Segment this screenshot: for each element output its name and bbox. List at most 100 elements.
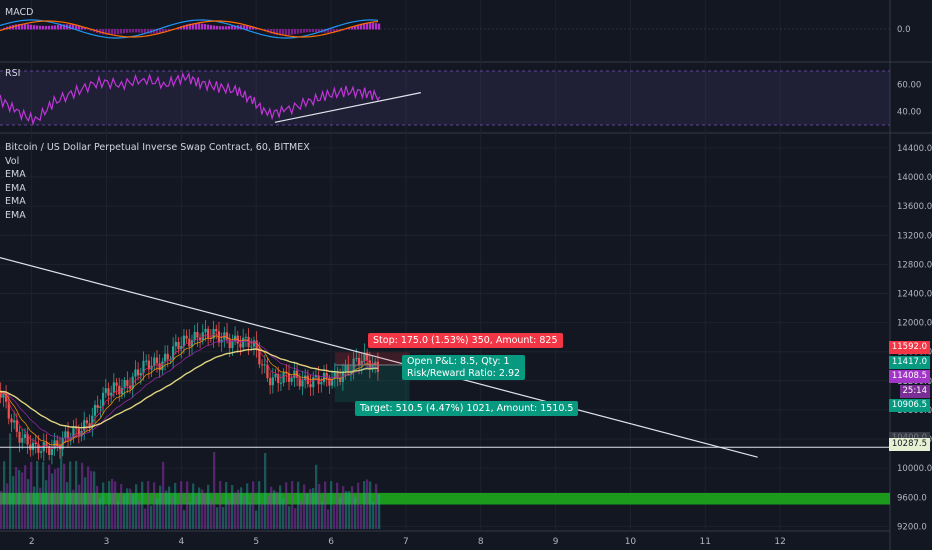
volume-bar: [360, 504, 363, 529]
candle-body: [131, 376, 134, 389]
candle-body: [64, 431, 67, 438]
macd-histogram-bar: [309, 29, 312, 33]
macd-histogram-bar: [225, 26, 228, 30]
stop-tag[interactable]: Stop: 175.0 (1.53%) 350, Amount: 825: [368, 333, 563, 348]
volume-bar: [54, 469, 57, 529]
candle-body: [155, 357, 159, 364]
volume-bar: [363, 481, 366, 529]
x-tick-label: 7: [403, 537, 409, 547]
volume-bar: [243, 495, 246, 529]
macd-histogram-bar: [48, 25, 51, 30]
legend-ema-2[interactable]: EMA: [5, 182, 26, 194]
volume-bar: [213, 451, 216, 529]
symbol-title[interactable]: Bitcoin / US Dollar Perpetual Inverse Sw…: [5, 142, 310, 153]
risk-reward-text: Risk/Reward Ratio: 2.92: [407, 367, 521, 379]
macd-histogram-bar: [300, 29, 303, 33]
candle-body: [174, 341, 177, 347]
macd-histogram-bar: [216, 25, 219, 30]
y-tick-label: 14400.0: [897, 144, 932, 154]
volume-bar: [231, 485, 234, 529]
candle-body: [61, 437, 64, 450]
volume-bar: [99, 497, 102, 529]
candle-body: [228, 339, 231, 349]
macd-histogram-bar: [297, 29, 300, 34]
x-tick-label: 5: [253, 537, 259, 547]
candle-body: [188, 338, 191, 347]
candle-body: [96, 404, 99, 408]
candle-body: [40, 451, 43, 453]
volume-bar: [48, 464, 51, 529]
main-trendline: [0, 256, 758, 458]
macd-histogram-bar: [111, 29, 114, 35]
volume-bar: [78, 484, 81, 529]
volume-bar: [0, 491, 3, 529]
macd-histogram-bar: [0, 29, 3, 30]
macd-histogram-bar: [30, 24, 33, 30]
volume-bar: [108, 481, 111, 529]
volume-bar: [30, 462, 33, 529]
candle-body: [312, 377, 315, 388]
macd-line: [0, 19, 379, 39]
y-tick-label: 13600.0: [897, 202, 932, 212]
price-label-stop: 11592.0: [888, 341, 930, 354]
legend-vol[interactable]: Vol: [5, 155, 20, 167]
rsi-tick-label: 40.00: [897, 108, 921, 118]
macd-histogram-bar: [270, 29, 273, 34]
volume-bar: [246, 483, 249, 529]
volume-bar: [21, 472, 24, 529]
volume-bar: [189, 502, 192, 529]
legend-ema-4[interactable]: EMA: [5, 209, 26, 221]
volume-bar: [12, 476, 15, 529]
volume-bar: [300, 500, 303, 529]
volume-bar: [135, 484, 138, 529]
volume-bar: [87, 466, 90, 529]
macd-histogram-bar: [144, 29, 147, 34]
volume-bar: [336, 482, 339, 529]
volume-bar: [234, 492, 237, 529]
legend-ema-1[interactable]: EMA: [5, 169, 26, 180]
macd-histogram-bar: [153, 29, 156, 34]
legend-ema-3[interactable]: EMA: [5, 196, 26, 207]
macd-histogram-bar: [168, 29, 171, 32]
x-tick-label: 12: [774, 537, 785, 547]
volume-bar: [156, 498, 159, 529]
candle-body: [201, 332, 204, 341]
candle-body: [298, 377, 301, 387]
macd-histogram-bar: [375, 23, 378, 30]
price-label-hline: 10287.5: [888, 438, 930, 451]
macd-histogram-bar: [3, 27, 6, 30]
macd-histogram-bar: [57, 25, 60, 30]
candle-body: [263, 364, 266, 366]
volume-bar: [375, 483, 378, 529]
candle-body: [333, 371, 336, 379]
macd-histogram-bar: [348, 27, 351, 30]
target-tag[interactable]: Target: 510.5 (4.47%) 1021, Amount: 1510…: [355, 401, 579, 416]
macd-histogram-bar: [54, 25, 57, 30]
macd-histogram-bar: [291, 29, 294, 35]
volume-bar: [321, 501, 324, 529]
volume-bar: [153, 482, 156, 529]
macd-histogram-bar: [279, 29, 282, 36]
macd-histogram-bar: [60, 24, 63, 30]
candle-body: [115, 382, 118, 386]
candle-body: [77, 428, 80, 437]
candle-body: [88, 423, 91, 428]
macd-histogram-bar: [192, 23, 195, 30]
countdown-label: 25:14: [899, 385, 930, 398]
macd-histogram-bar: [123, 29, 126, 34]
candle-body: [123, 380, 126, 389]
volume-bar: [45, 480, 48, 529]
macd-histogram-bar: [372, 22, 375, 30]
position-pnl-box[interactable]: Open P&L: 8.5, Qty: 1 Risk/Reward Ratio:…: [402, 355, 526, 380]
volume-bar: [366, 479, 369, 529]
macd-histogram-bar: [273, 29, 276, 35]
candle-body: [112, 382, 115, 393]
x-tick-label: 8: [478, 537, 484, 547]
rsi-tick-label: 60.00: [897, 81, 921, 91]
candle-body: [75, 427, 78, 429]
macd-histogram-bar: [252, 26, 255, 30]
volume-bar: [357, 482, 360, 529]
macd-histogram-bar: [255, 27, 258, 30]
volume-bar: [282, 498, 285, 529]
